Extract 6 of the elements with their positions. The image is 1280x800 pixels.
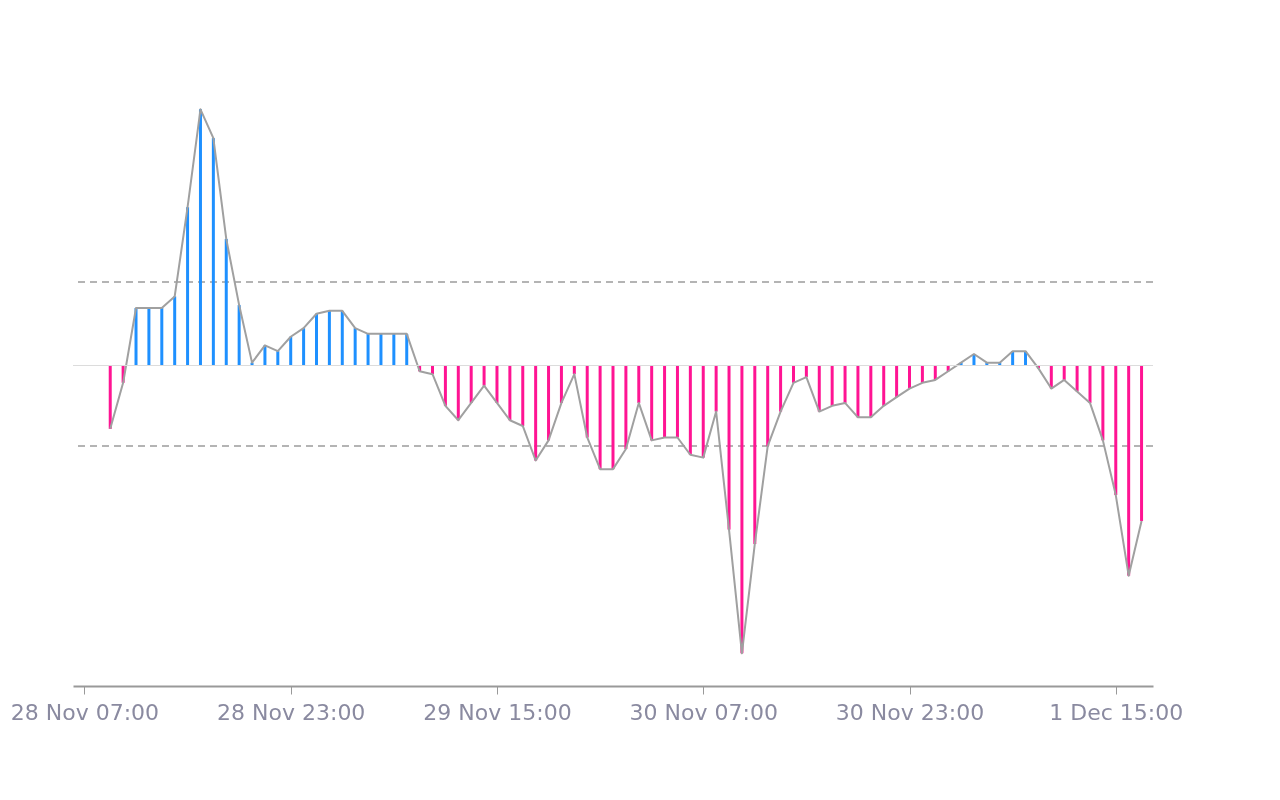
x-tick-label: 29 Nov 15:00 — [423, 699, 572, 725]
x-tick-label: 28 Nov 07:00 — [10, 699, 160, 725]
x-tick-label: 1 Dec 15:00 — [1049, 699, 1184, 725]
x-tick-label: 30 Nov 07:00 — [629, 699, 778, 725]
x-tick-label: 28 Nov 23:00 — [217, 699, 366, 725]
x-tick-label: 30 Nov 23:00 — [835, 699, 985, 725]
